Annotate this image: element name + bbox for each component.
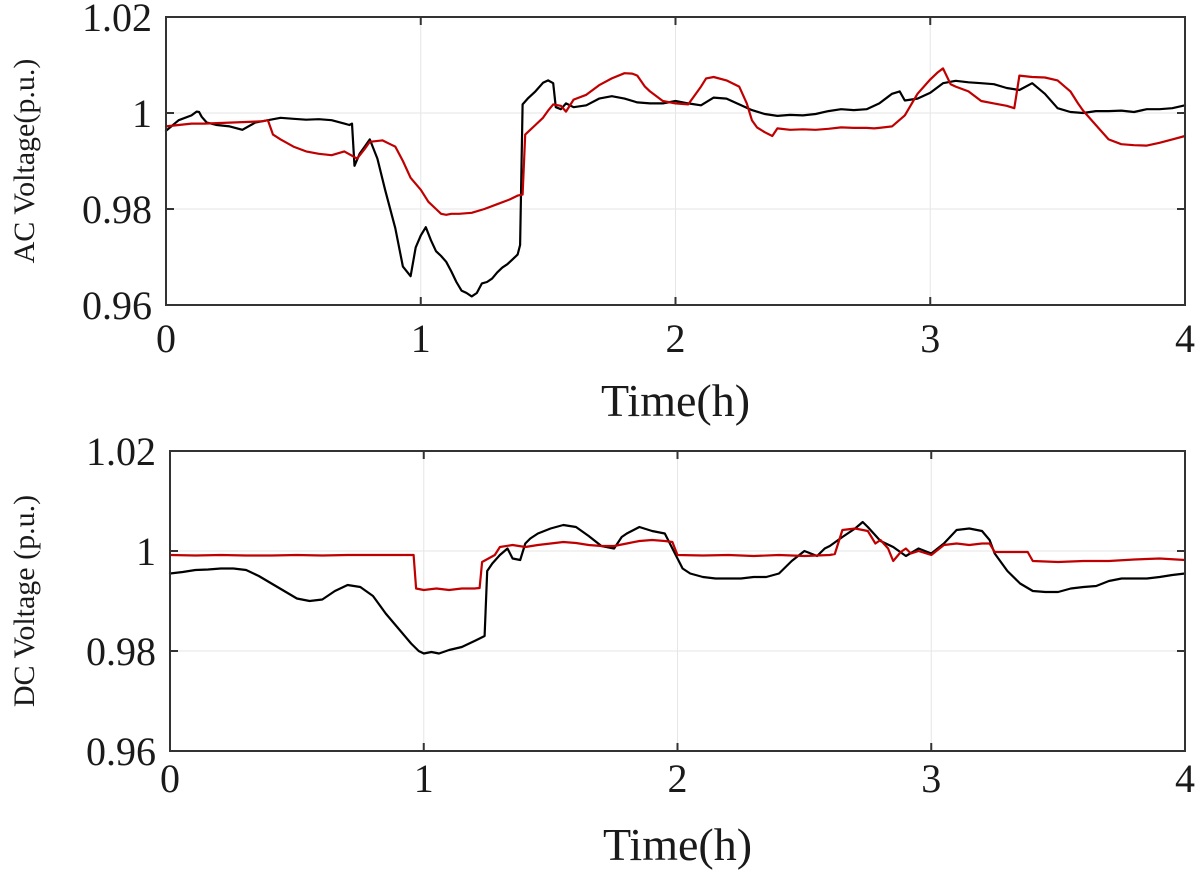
grid [165,16,1186,306]
x-tick-label: 2 [666,316,686,361]
x-axis-label: Time(h) [603,819,752,870]
y-tick-label: 0.98 [86,629,156,674]
y-tick-label: 0.98 [82,187,152,232]
x-tick-label: 1 [411,316,431,361]
series-line-0 [164,79,1187,298]
x-tick-label: 0 [160,756,180,801]
x-tick-label: 3 [921,756,941,801]
ticks: 0 1 2 3 4 0.96 0.98 1 1.02 [86,429,1195,801]
series-layer [164,67,1187,298]
ac-voltage-chart: 0 1 2 3 4 0.96 0.98 1 1.02 Time(h) AC Voltage(p.… [8,0,1195,426]
series-layer [168,520,1187,655]
y-tick-label: 1.02 [82,0,152,40]
dc-voltage-chart: 0 1 2 3 4 0.96 0.98 1 1.02 Time(h) DC Voltage (p… [8,429,1195,870]
x-tick-label: 1 [414,756,434,801]
x-tick-label: 3 [920,316,940,361]
x-tick-label: 4 [1175,316,1195,361]
series-line-1 [164,67,1187,216]
x-tick-label: 4 [1175,756,1195,801]
y-tick-label: 1 [132,91,152,136]
y-axis-label: DC Voltage (p.u.) [8,495,41,707]
y-tick-label: 1.02 [86,429,156,474]
x-tick-label: 0 [156,316,176,361]
ticks: 0 1 2 3 4 0.96 0.98 1 1.02 [82,0,1195,361]
y-tick-label: 1 [136,529,156,574]
y-tick-label: 0.96 [82,283,152,328]
y-axis-label: AC Voltage(p.u.) [8,59,41,264]
y-tick-label: 0.96 [86,729,156,774]
x-tick-label: 2 [668,756,688,801]
x-axis-label: Time(h) [601,375,750,426]
series-line-1 [168,527,1187,592]
grid [169,450,1186,752]
